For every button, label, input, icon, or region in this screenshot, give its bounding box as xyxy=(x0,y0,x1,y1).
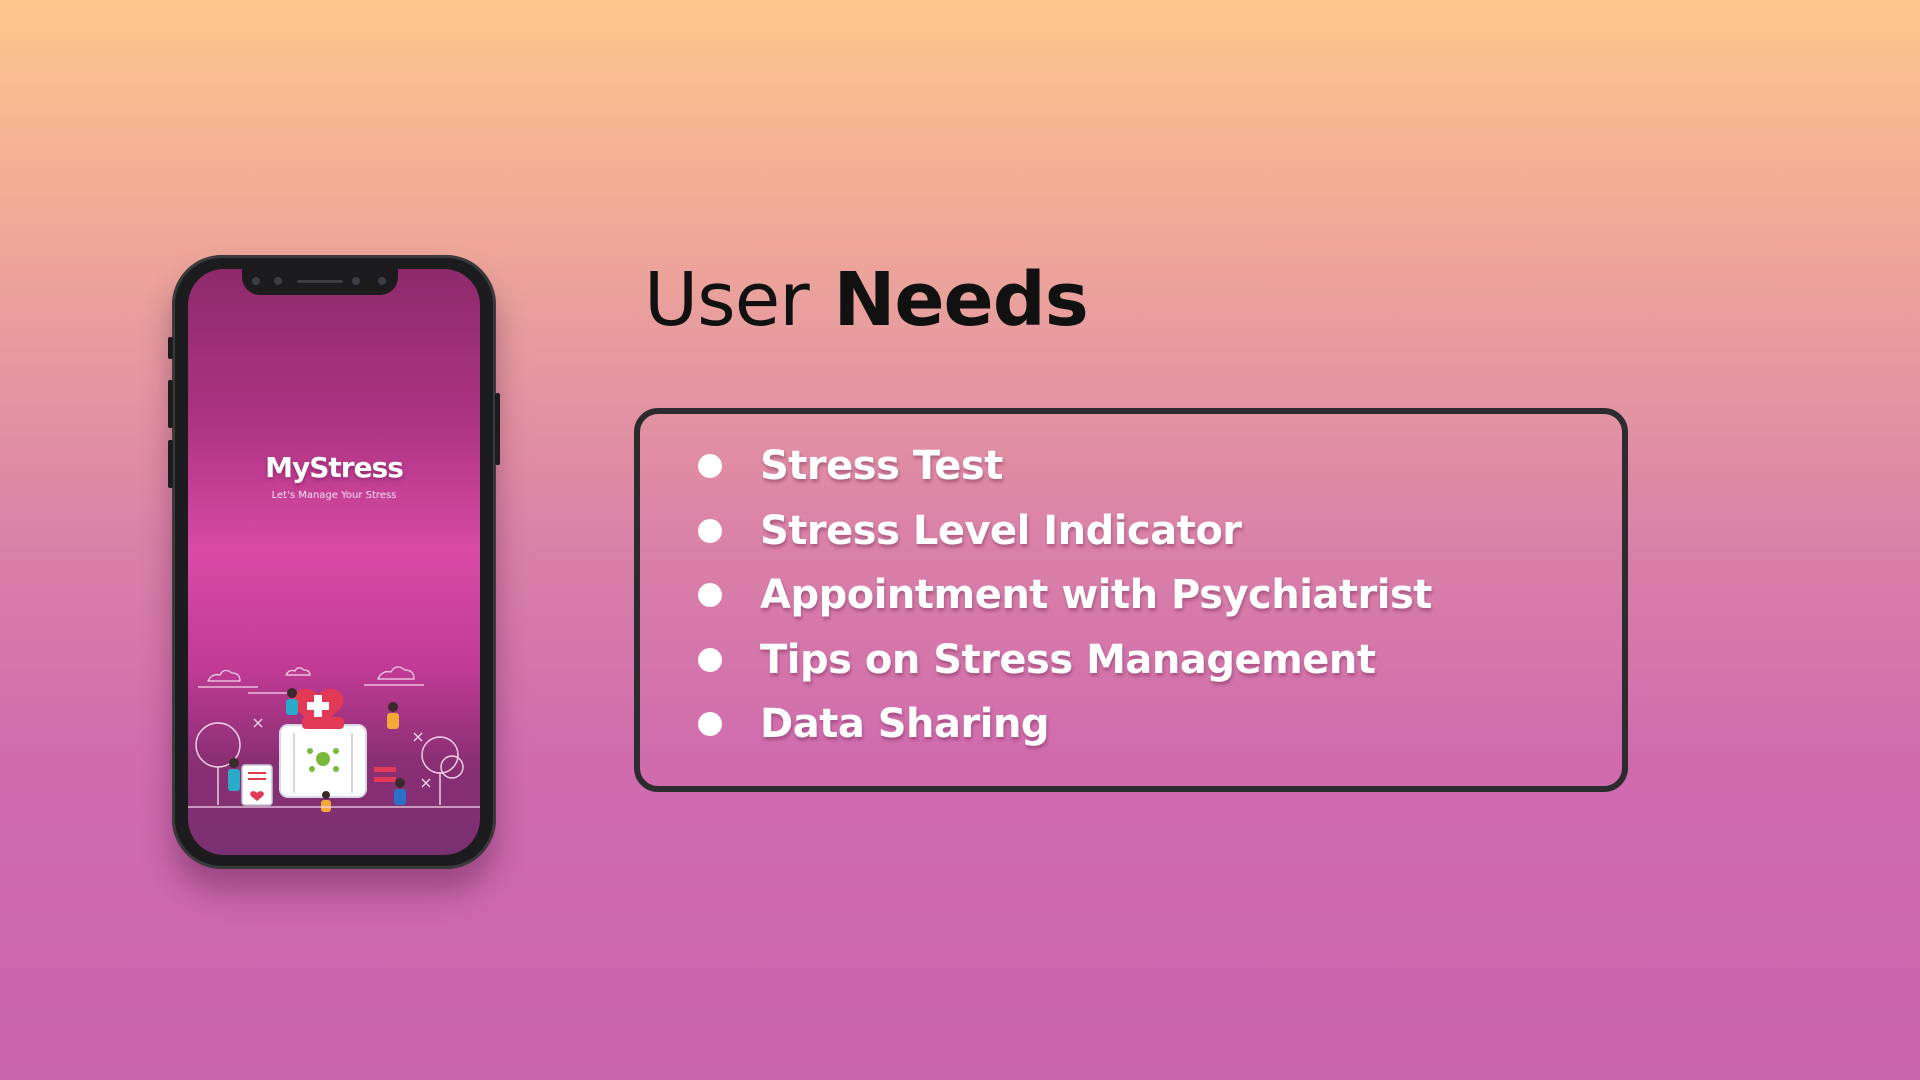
bullet-icon xyxy=(698,454,722,479)
list-item: Stress Level Indicator xyxy=(698,499,1432,564)
phone-mockup: MyStress Let's Manage Your Stress xyxy=(168,255,500,869)
need-label: Stress Test xyxy=(760,443,1003,490)
heading-light-text: User xyxy=(644,257,810,343)
medical-care-illustration-icon xyxy=(188,666,480,812)
phone-screen: MyStress Let's Manage Your Stress xyxy=(188,269,480,855)
user-needs-box: Stress Test Stress Level Indicator Appoi… xyxy=(634,408,1628,792)
phone-volume-up-button xyxy=(168,380,173,428)
need-label: Stress Level Indicator xyxy=(760,507,1242,554)
earpiece-speaker xyxy=(297,280,343,283)
user-needs-list: Stress Test Stress Level Indicator Appoi… xyxy=(698,434,1432,757)
list-item: Data Sharing xyxy=(698,692,1432,757)
sensor-icon xyxy=(352,277,360,285)
bullet-icon xyxy=(698,518,722,543)
heading-bold-text: Needs xyxy=(833,257,1088,343)
need-label: Data Sharing xyxy=(760,701,1050,748)
bullet-icon xyxy=(698,712,722,737)
camera-icon xyxy=(274,277,282,285)
bullet-icon xyxy=(698,583,722,608)
phone-power-button xyxy=(495,393,500,465)
app-tagline: Let's Manage Your Stress xyxy=(271,490,397,501)
need-label: Tips on Stress Management xyxy=(760,636,1376,683)
list-item: Stress Test xyxy=(698,434,1432,499)
need-label: Appointment with Psychiatrist xyxy=(760,572,1432,619)
slide-heading: User Needs xyxy=(644,261,1089,340)
sensor-icon xyxy=(252,277,260,285)
list-item: Appointment with Psychiatrist xyxy=(698,563,1432,628)
app-name: MyStress xyxy=(265,451,404,484)
phone-notch xyxy=(242,269,398,295)
sensor-icon xyxy=(378,277,386,285)
phone-volume-down-button xyxy=(168,440,173,488)
list-item: Tips on Stress Management xyxy=(698,628,1432,693)
phone-mute-switch xyxy=(168,337,173,359)
bullet-icon xyxy=(698,647,722,672)
